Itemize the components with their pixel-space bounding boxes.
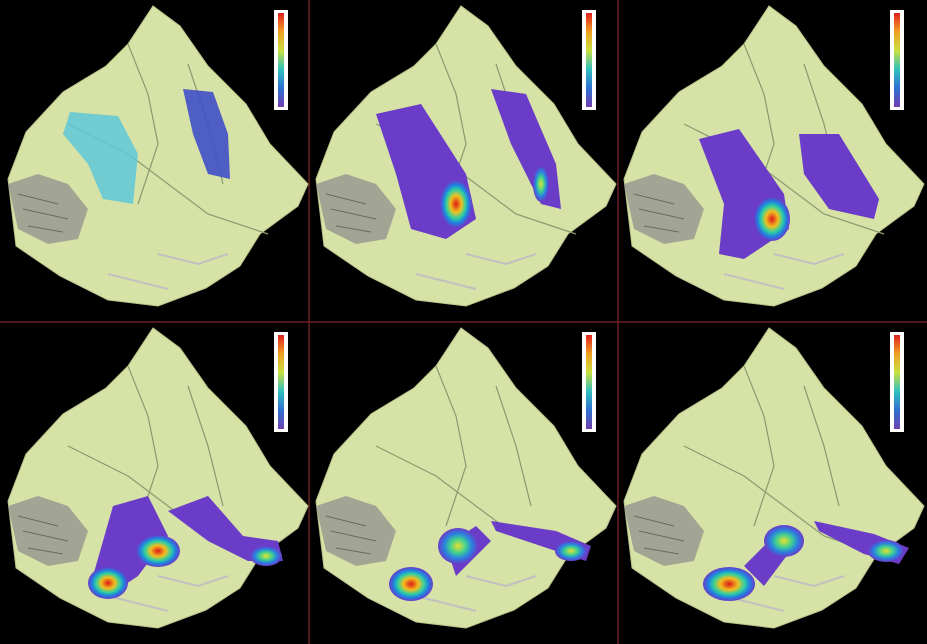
flow [764,525,804,557]
page [0,0,927,644]
flow [136,535,180,567]
map [316,6,616,306]
flow [868,540,904,562]
panel [624,328,924,628]
flow [440,180,472,228]
panel [624,6,924,306]
map [8,6,308,306]
flow [555,541,587,561]
panel [316,6,616,306]
panel [316,328,616,628]
panel [8,6,308,306]
flow [703,567,755,601]
flow [533,166,549,202]
map [624,328,924,628]
map [624,6,924,306]
figure [0,0,927,644]
flow [438,528,478,564]
map [316,328,616,628]
flow [389,567,433,601]
flow [250,546,282,566]
map [8,328,308,628]
panel [8,328,308,628]
flow [754,197,790,241]
flow [88,567,128,599]
